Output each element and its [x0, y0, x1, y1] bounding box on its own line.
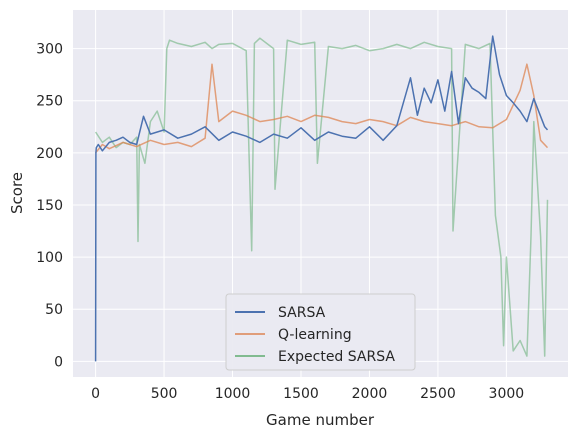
y-axis-label: Score [8, 172, 26, 214]
x-tick-label: 0 [91, 386, 100, 402]
series-layer [94, 35, 549, 362]
legend-box [225, 293, 416, 371]
x-tick-label: 3000 [489, 386, 525, 402]
series-line-expected-sarsa [94, 37, 549, 357]
series-line-q-learning [95, 63, 549, 154]
x-tick-label: 2500 [420, 386, 456, 402]
grid [73, 10, 568, 377]
legend-label-expected-sarsa: Expected SARSA [278, 349, 395, 365]
y-tick-label: 200 [36, 146, 63, 162]
x-tick-label: 1500 [283, 386, 319, 402]
x-tick-label: 500 [151, 386, 178, 402]
legend-label-sarsa: SARSA [278, 305, 326, 321]
x-tick-label: 2000 [352, 386, 388, 402]
x-axis-label: Game number [266, 411, 375, 429]
y-tick-label: 250 [36, 94, 63, 110]
y-tick-label: 100 [36, 250, 63, 266]
y-tick-label: 300 [36, 42, 63, 58]
tick-labels: 0 500 1000 1500 2000 2500 3000 0 50 100 150 200 250 3… [36, 42, 524, 402]
series-line-sarsa [94, 35, 549, 362]
x-tick-label: 1000 [215, 386, 251, 402]
y-tick-label: 0 [54, 354, 63, 370]
y-tick-label: 150 [36, 198, 63, 214]
legend: SARSA Q-learning Expected SARSA [225, 293, 416, 371]
legend-label-q-learning: Q-learning [278, 327, 352, 343]
y-tick-label: 50 [45, 302, 63, 318]
